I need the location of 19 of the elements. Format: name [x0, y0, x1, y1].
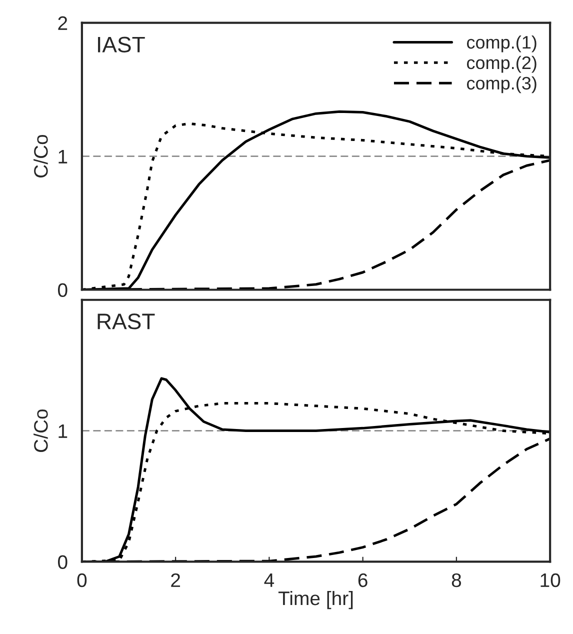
x-tick-label: 0	[77, 573, 87, 588]
y-tick-label: 0	[58, 283, 68, 297]
x-tick-label: 8	[452, 573, 462, 588]
y-tick-label: 2	[58, 16, 68, 30]
y-tick-label: 0	[58, 555, 68, 569]
legend-label: comp.(3)	[466, 76, 536, 94]
x-axis-title: Time [hr]	[278, 590, 353, 610]
x-tick-label: 6	[358, 573, 368, 588]
y-tick-label: 1	[58, 424, 68, 438]
y-tick-label: 1	[58, 150, 68, 164]
x-tick-label: 10	[540, 573, 560, 588]
annotation: IAST	[98, 36, 145, 52]
y-axis-title: C/Co	[34, 134, 48, 178]
y-axis-title: C/Co	[34, 409, 48, 452]
legend-label: comp.(1)	[466, 35, 536, 52]
legend-label: comp.(2)	[466, 56, 536, 73]
x-tick-label: 2	[171, 573, 180, 587]
annotation: RAST	[98, 314, 155, 330]
x-tick-label: 4	[264, 574, 274, 587]
